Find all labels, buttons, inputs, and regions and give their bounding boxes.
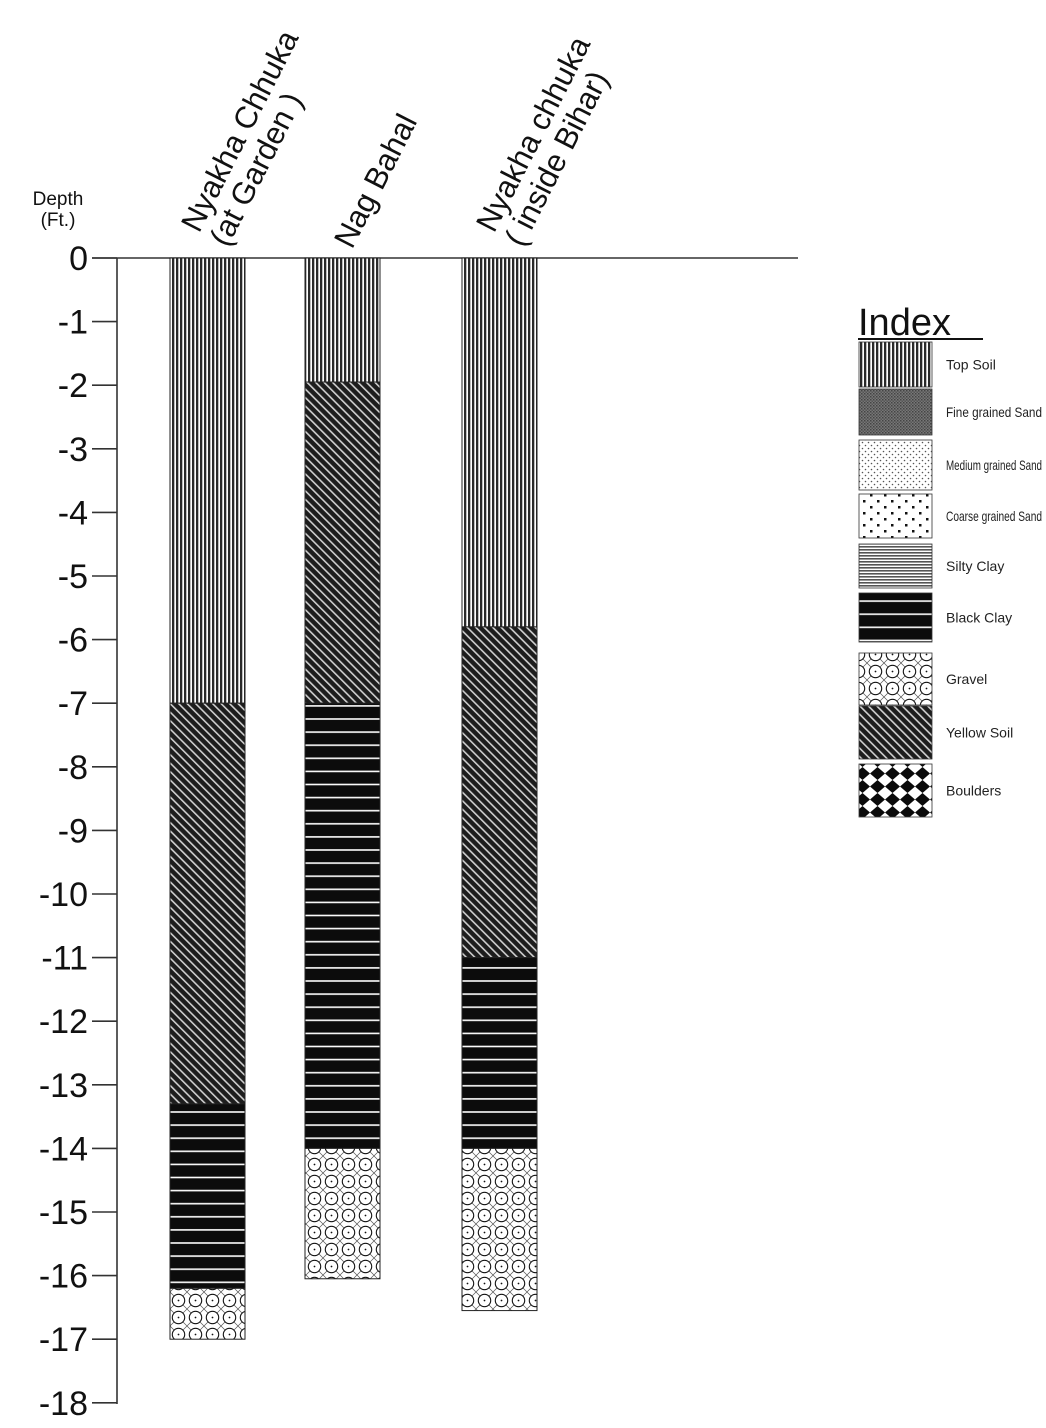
- tick-label: -11: [41, 940, 88, 978]
- legend-swatch: [858, 493, 933, 539]
- soil-layer-top-soil: [169, 257, 246, 704]
- legend-label: Gravel: [946, 671, 987, 687]
- legend-label: Black Clay: [946, 610, 1012, 626]
- soil-layer-black-clay: [461, 957, 538, 1149]
- legend-item-black-clay: Black Clay: [858, 592, 1012, 643]
- legend-label: Medium grained Sand: [946, 457, 1042, 473]
- column-label-line1: Nag Bahal: [327, 108, 424, 253]
- soil-layer-yellow-soil: [461, 626, 538, 959]
- column-label: Nag Bahal: [327, 108, 424, 253]
- legend-item-medium-sand: Medium grained Sand: [858, 439, 1042, 491]
- legend-label: Silty Clay: [946, 558, 1004, 574]
- legend-label: Coarse grained Sand: [946, 508, 1042, 524]
- legend-item-gravel: Gravel: [858, 652, 987, 706]
- tick-label: -13: [39, 1067, 88, 1105]
- tick-label: -1: [58, 304, 88, 342]
- legend-item-boulders: Boulders: [858, 763, 1001, 818]
- borehole-columns: [169, 257, 538, 1340]
- axis-ticks: 0 -1 -2 -3 -4 -5 -6 -7 -8 -9 -10 -11 -12 -13 -14 -15 -16…: [39, 240, 117, 1423]
- soil-layer-yellow-soil: [169, 702, 246, 1105]
- soil-layer-gravel: [304, 1147, 381, 1280]
- borehole-column: [461, 257, 538, 1312]
- legend-label: Yellow Soil: [946, 725, 1013, 741]
- soil-layer-yellow-soil: [304, 381, 381, 704]
- legend-swatch: [858, 543, 933, 589]
- tick-label: -8: [58, 749, 88, 787]
- tick-label: -6: [58, 622, 88, 660]
- column-labels: Nyakha Chhuka(at Garden ) Nag Bahal Nyakha…: [174, 24, 616, 253]
- legend-item-top-soil: Top Soil: [858, 341, 996, 388]
- soil-layer-black-clay: [304, 702, 381, 1149]
- tick-label: -16: [39, 1258, 88, 1296]
- tick-label: -18: [39, 1385, 88, 1423]
- tick-label: -5: [58, 558, 88, 596]
- tick-label: -4: [58, 494, 88, 532]
- legend-swatch: [858, 388, 933, 436]
- soil-layer-gravel: [461, 1147, 538, 1312]
- legend-items: Top Soil Fine grained Sand Medium grained …: [858, 341, 1042, 818]
- tick-label: -7: [58, 685, 88, 723]
- legend-item-fine-sand: Fine grained Sand: [858, 388, 1042, 436]
- soil-layer-black-clay: [169, 1103, 246, 1289]
- tick-label: -17: [39, 1321, 88, 1359]
- legend-swatch: [858, 763, 933, 818]
- legend-label: Fine grained Sand: [946, 404, 1042, 420]
- legend-swatch: [858, 652, 933, 706]
- tick-label: -2: [58, 367, 88, 405]
- tick-label: -14: [39, 1130, 88, 1168]
- soil-layer-gravel: [169, 1287, 246, 1340]
- legend-item-coarse-sand: Coarse grained Sand: [858, 493, 1042, 539]
- legend-item-yellow-soil: Yellow Soil: [858, 705, 1013, 760]
- soil-layer-top-soil: [304, 257, 381, 383]
- axis-title-depth: Depth: [33, 189, 84, 210]
- tick-label: -9: [58, 812, 88, 850]
- legend-index: Index Top Soil Fine grained Sand Medium gr…: [858, 302, 1042, 818]
- column-label: Nyakha chhuka( inside Bihar): [469, 30, 616, 251]
- axis-title-unit: (Ft.): [41, 210, 76, 231]
- legend-swatch: [858, 592, 933, 643]
- borehole-column: [304, 257, 381, 1280]
- legend-swatch: [858, 341, 933, 388]
- legend-swatch: [858, 705, 933, 760]
- legend-title: Index: [858, 302, 951, 344]
- legend-item-silty-clay: Silty Clay: [858, 543, 1004, 589]
- column-label: Nyakha Chhuka(at Garden ): [174, 24, 310, 252]
- tick-label: -12: [39, 1003, 88, 1041]
- soil-layer-top-soil: [461, 257, 538, 628]
- legend-label: Boulders: [946, 783, 1001, 799]
- legend-label: Top Soil: [946, 357, 996, 373]
- tick-label: -3: [58, 431, 88, 469]
- tick-label: 0: [69, 240, 88, 278]
- depth-axis: Depth (Ft.) 0 -1 -2 -3 -4 -5 -6 -7 -8 -9 -10 -11 -12…: [33, 189, 798, 1423]
- borehole-column: [169, 257, 246, 1340]
- legend-swatch: [858, 439, 933, 491]
- tick-label: -15: [39, 1194, 88, 1232]
- tick-label: -10: [39, 876, 88, 914]
